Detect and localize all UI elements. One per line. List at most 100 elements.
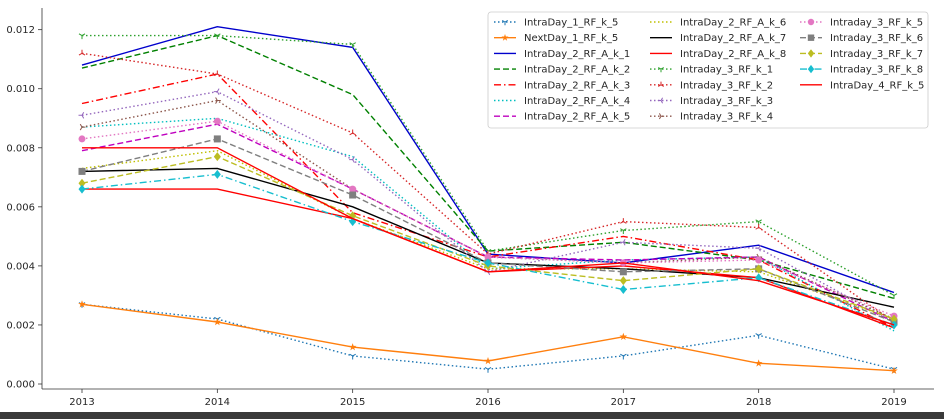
series-NextDay_1_RF_k_5 (78, 300, 898, 374)
legend-label: IntraDay_2_RF_A_k_2 (524, 65, 630, 76)
data-point (619, 238, 626, 246)
data-point (890, 293, 898, 299)
legend-item: Intraday_3_RF_k_6 (800, 33, 923, 44)
data-point (619, 285, 627, 295)
legend-label: Intraday_3_RF_k_8 (830, 65, 923, 76)
data-point (349, 156, 355, 163)
data-point (78, 33, 86, 40)
series-IntraDay_2_RF_A_k_5 (81, 123, 895, 323)
y-tick-label: 0.004 (6, 261, 35, 272)
data-point (213, 152, 221, 162)
series-line (81, 117, 895, 332)
data-point (657, 67, 665, 73)
data-point (619, 276, 627, 286)
data-point (213, 135, 221, 143)
data-point (78, 178, 86, 188)
series-IntraDay_2_RF_A_k_4 (81, 117, 895, 332)
data-point (78, 167, 86, 175)
data-point (807, 49, 815, 58)
series-Intraday_3_RF_k_8 (78, 169, 898, 330)
data-point (755, 244, 761, 252)
legend-item: Intraday_3_RF_k_8 (800, 65, 923, 76)
legend-label: Intraday_3_RF_k_3 (680, 96, 773, 107)
data-point (484, 356, 492, 365)
data-point (619, 268, 627, 276)
data-point (754, 359, 763, 367)
series-IntraDay_4_RF_k_5 (82, 147, 895, 326)
legend-item: IntraDay_2_RF_A_k_8 (650, 49, 786, 60)
data-point (78, 112, 85, 119)
x-tick-label: 2017 (611, 397, 636, 408)
data-point (620, 218, 627, 224)
x-tick-label: 2016 (475, 397, 500, 408)
data-point (213, 169, 221, 179)
legend-label: IntraDay_2_RF_A_k_7 (680, 33, 786, 44)
y-tick-label: 0.012 (6, 25, 35, 36)
legend-label: IntraDay_1_RF_k_5 (524, 18, 618, 29)
data-point (213, 317, 222, 326)
data-point (349, 191, 357, 199)
legend-item: Intraday_3_RF_k_1 (650, 65, 773, 76)
data-point (214, 70, 221, 77)
x-tick-label: 2018 (746, 397, 771, 408)
series-line (81, 123, 895, 323)
data-point (755, 223, 762, 230)
data-point (620, 353, 627, 360)
data-point (213, 88, 220, 95)
data-point (213, 117, 221, 125)
data-point (501, 34, 509, 41)
data-point (349, 185, 357, 193)
x-tick-label: 2013 (69, 397, 94, 408)
legend-label: IntraDay_4_RF_k_5 (830, 80, 924, 91)
data-point (755, 333, 762, 339)
series-Intraday_3_RF_k_7 (78, 152, 898, 324)
legend-label: IntraDay_2_RF_A_k_6 (680, 18, 786, 29)
series-line (81, 99, 895, 320)
legend-label: Intraday_3_RF_k_7 (830, 49, 923, 60)
legend-item: Intraday_3_RF_k_2 (650, 80, 773, 91)
legend-box (487, 11, 929, 129)
data-point (657, 97, 664, 104)
legend-label: IntraDay_2_RF_A_k_3 (524, 80, 630, 91)
data-point (890, 314, 898, 324)
data-point (349, 42, 356, 48)
legend-item: IntraDay_2_RF_A_k_6 (650, 18, 786, 29)
data-point (890, 366, 898, 374)
data-point (755, 256, 763, 264)
legend-label: Intraday_3_RF_k_1 (680, 65, 773, 76)
y-tick-label: 0.002 (6, 320, 35, 331)
data-point (658, 113, 665, 120)
data-point (348, 343, 357, 351)
data-point (78, 184, 86, 194)
data-point (78, 300, 86, 308)
data-point (214, 33, 221, 40)
legend-item: IntraDay_2_RF_A_k_7 (650, 33, 786, 44)
series-line (82, 147, 895, 326)
legend-label: Intraday_3_RF_k_5 (830, 18, 923, 29)
data-point (349, 129, 356, 136)
series-lines (78, 25, 898, 374)
legend-item: NextDay_1_RF_k_5 (494, 33, 618, 44)
axes: 0.000 0.002 0.004 0.006 0.008 0.010 0.012 2013 2… (6, 8, 934, 408)
x-tick-label: 2014 (205, 397, 230, 408)
legend-label: Intraday_3_RF_k_4 (680, 112, 773, 123)
data-point (501, 19, 509, 26)
y-tick-label: 0.000 (6, 380, 35, 391)
legend-item: IntraDay_2_RF_A_k_5 (494, 112, 630, 123)
series-line (81, 120, 895, 317)
y-tick-label: 0.010 (6, 84, 35, 95)
legend-item: IntraDay_2_RF_A_k_4 (494, 96, 630, 107)
data-point (484, 258, 492, 268)
legend-item: IntraDay_1_RF_k_5 (494, 18, 618, 29)
legend-item: IntraDay_4_RF_k_5 (800, 80, 924, 91)
y-tick-label: 0.006 (6, 202, 35, 213)
data-point (484, 253, 492, 261)
data-point (78, 135, 86, 143)
data-point (807, 64, 815, 74)
legend-item: Intraday_3_RF_k_3 (650, 96, 773, 107)
legend-label: IntraDay_2_RF_A_k_4 (524, 96, 630, 107)
legend-label: NextDay_1_RF_k_5 (524, 33, 618, 44)
legend-item: Intraday_3_RF_k_4 (650, 112, 773, 123)
